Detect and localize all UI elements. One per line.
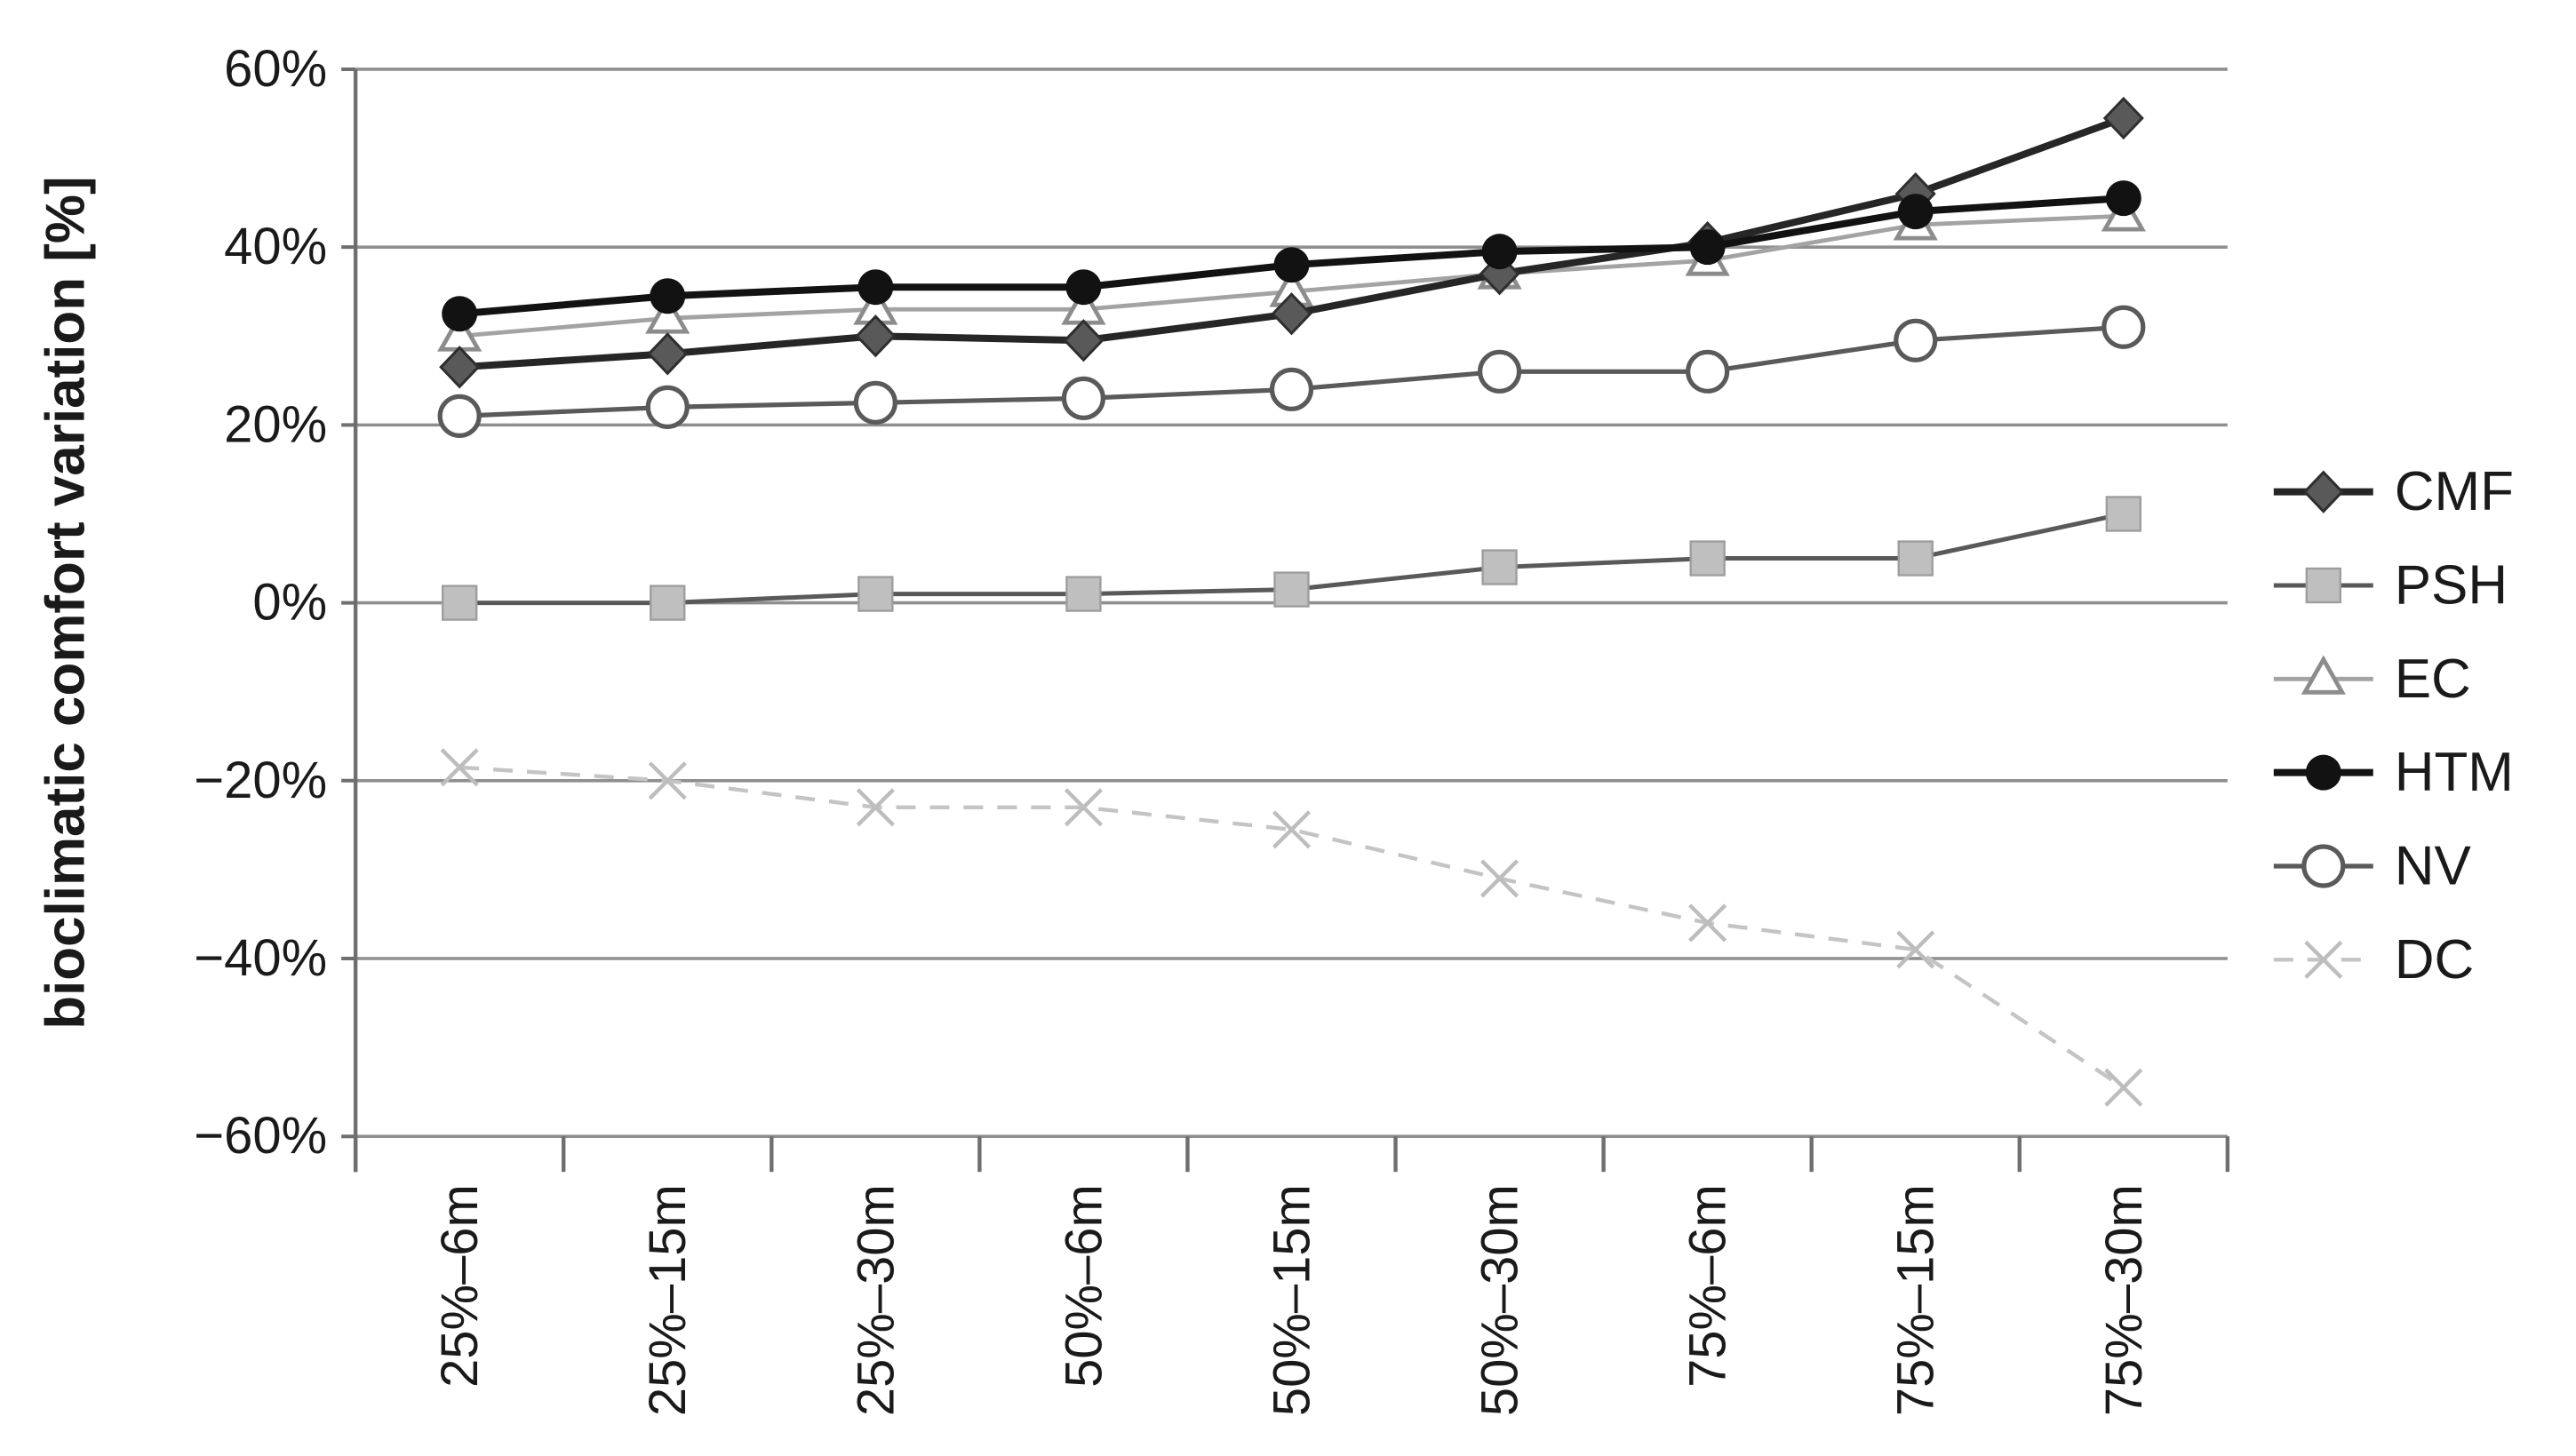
marker-EC — [2301, 655, 2346, 695]
y-tick-label: 40% — [224, 219, 327, 275]
marker-HTM — [2105, 180, 2141, 217]
marker-NV — [2101, 305, 2146, 349]
marker-CMF — [647, 332, 689, 376]
marker-NV — [1477, 349, 1522, 394]
x-glyph — [1064, 788, 1103, 827]
x-glyph — [440, 748, 479, 787]
marker-NV — [1686, 349, 1730, 394]
y-tick-label: 0% — [252, 575, 327, 632]
x-glyph — [1272, 810, 1312, 849]
x-axis-label: 75%–15m — [1888, 1184, 1945, 1416]
legend-label-HTM: HTM — [2395, 742, 2514, 803]
marker-DC — [856, 788, 895, 827]
marker-PSH — [1897, 540, 1934, 577]
y-tick-label: −40% — [194, 930, 327, 987]
marker-HTM — [857, 269, 894, 306]
legend-item-CMF: CMF — [2273, 461, 2514, 522]
marker-DC — [2104, 1068, 2143, 1107]
marker-NV — [437, 394, 482, 438]
legend-label-CMF: CMF — [2395, 461, 2514, 522]
x-axis-label: 25%–6m — [432, 1184, 489, 1388]
marker-DC — [1064, 788, 1103, 827]
marker-NV — [1269, 367, 1314, 411]
y-tick-label: 60% — [224, 41, 327, 98]
marker-PSH — [1689, 540, 1726, 577]
marker-HTM — [1065, 269, 1102, 306]
marker-CMF — [1063, 319, 1105, 362]
marker-CMF — [855, 314, 897, 358]
x-axis-label: 75%–30m — [2096, 1184, 2153, 1416]
marker-PSH — [441, 585, 478, 621]
marker-CMF — [439, 346, 481, 389]
x-axis-label: 75%–6m — [1680, 1184, 1737, 1388]
legend-item-PSH: PSH — [2273, 554, 2508, 616]
marker-PSH — [1481, 549, 1518, 585]
y-axis-title: bioclimatic comfort variation [%] — [35, 176, 96, 1029]
legend-label-NV: NV — [2395, 836, 2472, 897]
series-DC — [440, 748, 2143, 1107]
marker-HTM — [442, 296, 478, 332]
marker-CMF — [2102, 96, 2144, 140]
legend-item-DC: DC — [2273, 929, 2474, 991]
x-glyph — [1896, 930, 1935, 969]
x-axis-label: 50%–15m — [1264, 1184, 1320, 1416]
marker-NV — [1061, 376, 1106, 420]
y-tick-label: −20% — [194, 752, 327, 809]
legend-item-HTM: HTM — [2273, 742, 2514, 803]
marker-DC — [648, 761, 687, 800]
series-PSH — [441, 496, 2142, 621]
marker-HTM — [1273, 247, 1310, 283]
marker-PSH — [2305, 567, 2341, 604]
x-glyph — [1688, 903, 1727, 943]
marker-CMF — [1271, 292, 1312, 336]
series-line-DC — [459, 765, 2125, 1089]
y-tick-label: −60% — [194, 1108, 327, 1165]
marker-DC — [1688, 903, 1727, 943]
x-axis-label: 25%–15m — [640, 1184, 697, 1416]
x-glyph — [648, 761, 687, 800]
x-axis-label: 50%–30m — [1472, 1184, 1529, 1416]
x-axis-label: 50%–6m — [1056, 1184, 1113, 1388]
y-tick-label: 20% — [224, 396, 327, 453]
marker-PSH — [650, 585, 686, 621]
legend-item-NV: NV — [2273, 836, 2472, 897]
marker-PSH — [2105, 496, 2142, 532]
x-axis-label: 25%–30m — [848, 1184, 905, 1416]
x-glyph — [2304, 940, 2343, 979]
marker-NV — [645, 385, 690, 429]
series-HTM — [442, 180, 2141, 332]
legend-label-PSH: PSH — [2395, 554, 2508, 616]
marker-HTM — [650, 278, 686, 314]
marker-DC — [1272, 810, 1312, 849]
marker-NV — [1894, 318, 1938, 362]
marker-NV — [2301, 844, 2346, 888]
x-glyph — [856, 788, 895, 827]
marker-HTM — [1689, 229, 1726, 266]
marker-HTM — [2305, 754, 2341, 791]
marker-HTM — [1897, 194, 1934, 230]
marker-PSH — [1065, 576, 1102, 612]
series-NV — [437, 305, 2146, 438]
marker-EC — [645, 294, 690, 334]
x-glyph — [2104, 1068, 2143, 1107]
marker-DC — [1896, 930, 1935, 969]
legend-label-EC: EC — [2395, 648, 2471, 710]
x-glyph — [1480, 859, 1519, 898]
marker-DC — [440, 748, 479, 787]
marker-PSH — [1273, 571, 1310, 608]
marker-DC — [2304, 940, 2343, 979]
marker-HTM — [1481, 234, 1518, 270]
marker-NV — [853, 380, 897, 425]
marker-DC — [1480, 859, 1519, 898]
legend-item-EC: EC — [2273, 648, 2471, 710]
legend-label-DC: DC — [2395, 929, 2474, 991]
marker-CMF — [2302, 470, 2344, 513]
marker-PSH — [857, 576, 894, 612]
